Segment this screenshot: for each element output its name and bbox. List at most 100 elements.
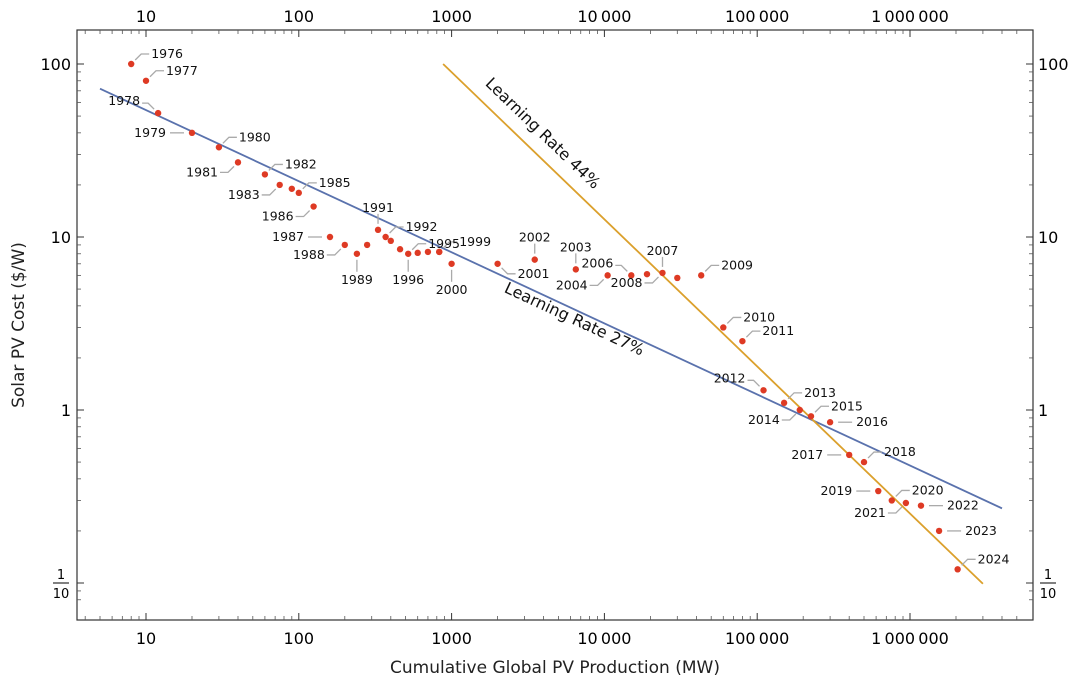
- year-label: 1999: [459, 234, 491, 249]
- label-leader: [887, 506, 903, 514]
- year-label: 2015: [831, 398, 863, 413]
- data-point: [326, 233, 334, 241]
- data-point: [572, 266, 580, 273]
- data-point: [448, 260, 455, 267]
- data-point: [261, 171, 269, 178]
- data-point: [387, 237, 394, 245]
- data-point: [382, 233, 389, 241]
- y-tick-label-right-denominator: 10: [1040, 587, 1057, 602]
- data-point: [720, 324, 727, 331]
- label-leader: [222, 136, 237, 144]
- label-leader: [787, 392, 803, 400]
- label-leader: [615, 264, 628, 272]
- data-point: [902, 499, 910, 507]
- year-label: 2019: [820, 483, 852, 498]
- year-label: 2011: [762, 323, 794, 338]
- data-point: [888, 497, 895, 504]
- data-point: [353, 250, 361, 257]
- x-tick-label-bottom: 10 000: [577, 629, 631, 648]
- data-point: [845, 451, 853, 459]
- label-leader: [644, 276, 659, 284]
- data-point: [142, 77, 150, 84]
- data-points: [127, 60, 961, 573]
- x-tick-label-top: 100 000: [725, 7, 789, 26]
- y-tick-label-left: 1: [61, 401, 71, 420]
- label-leader: [747, 379, 760, 387]
- x-tick-label-bottom: 10: [136, 629, 156, 648]
- data-point: [875, 487, 882, 495]
- year-label: 1991: [362, 200, 394, 215]
- year-label: 1981: [186, 164, 218, 179]
- data-point: [643, 270, 651, 278]
- label-leader: [745, 330, 761, 338]
- year-label: 2020: [912, 482, 944, 497]
- y-tick-label-left-numerator: 1: [57, 568, 65, 583]
- label-leader: [149, 70, 164, 78]
- year-label: 2024: [978, 551, 1010, 566]
- data-point: [127, 60, 135, 68]
- data-point: [396, 246, 404, 253]
- y-axis-title: Solar PV Cost ($/W): [9, 242, 29, 408]
- year-labels: 1976 1977 1978 1979 1980 1981 1982 1983 1985 1986…: [108, 46, 1009, 566]
- data-point: [341, 241, 348, 249]
- year-label: 2018: [884, 444, 916, 459]
- year-label: 2013: [804, 385, 836, 400]
- y-tick-label-left: 100: [40, 55, 71, 74]
- data-point: [405, 250, 412, 257]
- label-leader: [295, 210, 311, 218]
- data-point: [628, 272, 635, 279]
- year-label: 1977: [166, 63, 198, 78]
- x-tick-label-top: 100: [284, 7, 315, 26]
- x-tick-label-top: 1000: [431, 7, 472, 26]
- x-tick-label-top: 1 000 000: [871, 7, 949, 26]
- x-tick-label-bottom: 100: [284, 629, 315, 648]
- data-point: [935, 527, 943, 535]
- label-leader: [781, 413, 797, 421]
- label-leader: [704, 264, 720, 272]
- label-leader: [302, 182, 317, 190]
- plot-frame: [76, 29, 1034, 621]
- data-point: [780, 399, 788, 407]
- year-label: 2023: [965, 523, 997, 538]
- data-point: [288, 185, 296, 192]
- label-leader: [326, 248, 342, 256]
- data-point: [276, 181, 283, 189]
- label-leader: [142, 102, 155, 110]
- year-label: 2004: [556, 277, 588, 292]
- data-point: [494, 260, 501, 267]
- y-tick-label-left-denominator: 10: [53, 587, 70, 602]
- data-point: [295, 189, 302, 197]
- label-leader: [589, 278, 605, 287]
- label-leader: [389, 226, 404, 234]
- data-point: [531, 256, 538, 263]
- year-label: 2008: [611, 275, 643, 290]
- year-label: 1995: [428, 236, 460, 251]
- label-leader: [726, 316, 742, 324]
- data-point: [424, 248, 432, 256]
- data-point: [363, 241, 371, 249]
- data-point: [604, 272, 611, 279]
- year-label: 1982: [285, 156, 317, 171]
- data-point: [234, 159, 242, 166]
- year-label: 1985: [319, 175, 351, 190]
- year-label: 2014: [748, 412, 780, 427]
- data-point: [436, 248, 443, 256]
- label-leader: [814, 405, 830, 413]
- label-leader: [961, 558, 976, 566]
- y-tick-label-right: 1: [1038, 401, 1048, 420]
- data-point: [760, 387, 767, 394]
- year-label: 2021: [854, 505, 886, 520]
- data-point: [826, 419, 834, 426]
- year-label: 2001: [518, 266, 550, 281]
- fit-label-2: Learning Rate 44%: [482, 74, 605, 193]
- y-tick-label-left: 10: [51, 228, 71, 247]
- label-leader: [219, 165, 235, 174]
- data-point: [739, 337, 746, 345]
- year-label: 1988: [293, 247, 325, 262]
- y-tick-label-right: 100: [1038, 55, 1069, 74]
- year-label: 2010: [743, 309, 775, 324]
- label-leader: [442, 241, 458, 249]
- x-tick-label-bottom: 1000: [431, 629, 472, 648]
- year-label: 2022: [947, 498, 979, 513]
